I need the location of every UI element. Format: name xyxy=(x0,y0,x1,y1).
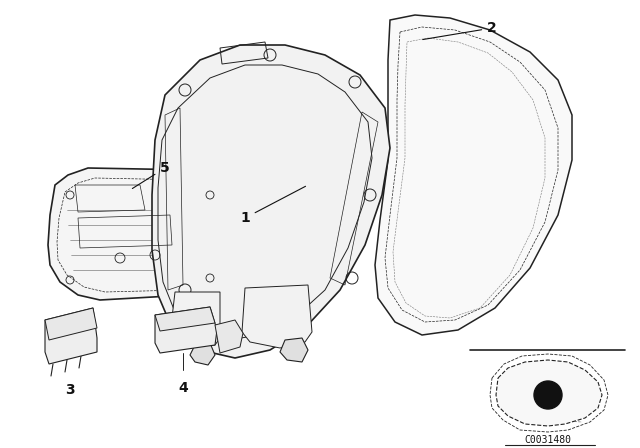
Polygon shape xyxy=(242,285,312,348)
Polygon shape xyxy=(45,308,97,364)
Polygon shape xyxy=(45,308,97,340)
Polygon shape xyxy=(496,360,602,426)
Text: 5: 5 xyxy=(132,161,170,189)
Circle shape xyxy=(534,381,562,409)
Polygon shape xyxy=(152,45,390,358)
Polygon shape xyxy=(155,307,215,331)
Polygon shape xyxy=(170,292,220,348)
Text: 2: 2 xyxy=(423,21,497,39)
Polygon shape xyxy=(375,15,572,335)
Polygon shape xyxy=(280,338,308,362)
Polygon shape xyxy=(190,343,215,365)
Polygon shape xyxy=(48,168,230,300)
Text: 1: 1 xyxy=(240,186,305,225)
Polygon shape xyxy=(215,320,243,353)
Polygon shape xyxy=(155,307,217,353)
Text: 3: 3 xyxy=(65,383,75,397)
Text: 4: 4 xyxy=(178,381,188,395)
Text: C0031480: C0031480 xyxy=(525,435,572,445)
